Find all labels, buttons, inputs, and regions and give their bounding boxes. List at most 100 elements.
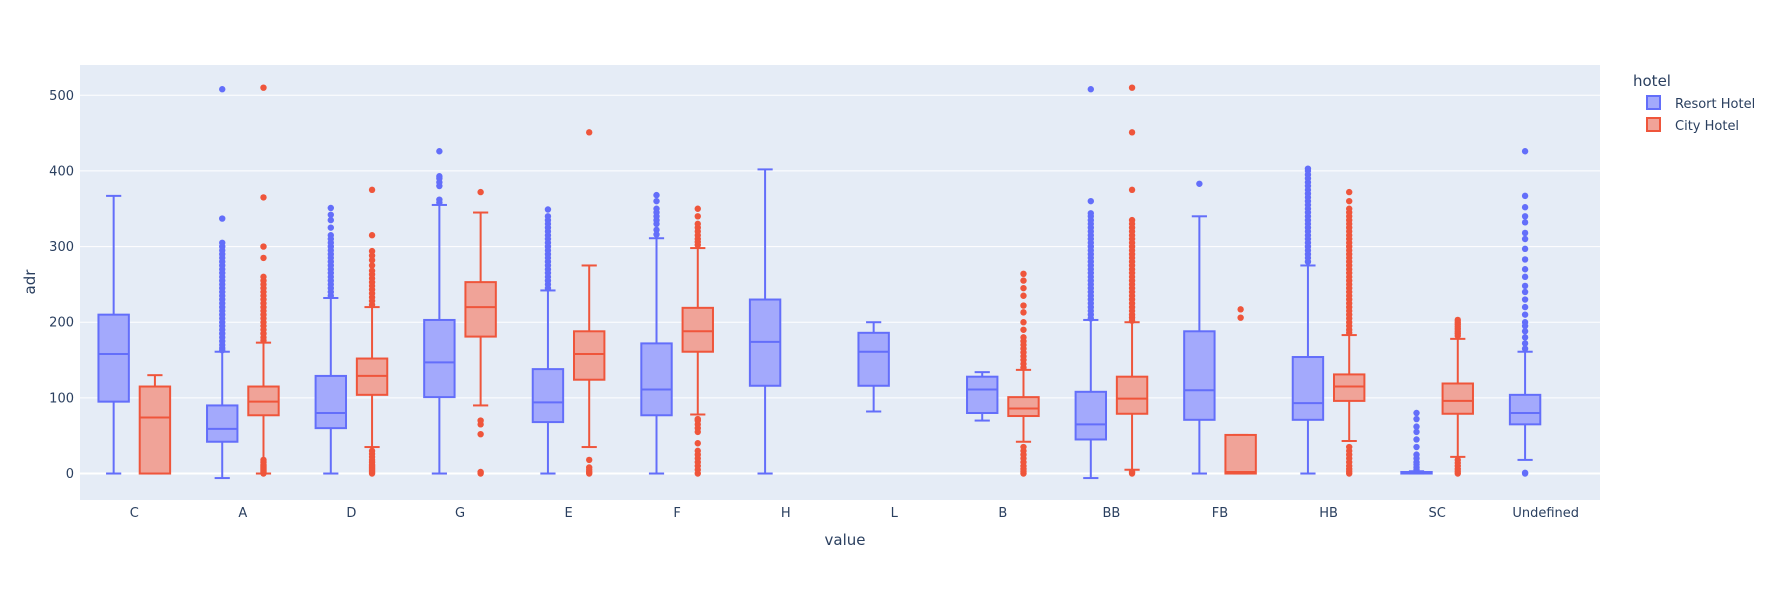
x-tick-label: F (673, 506, 680, 521)
box-iqr (1224, 433, 1257, 475)
outlier-point (1521, 340, 1529, 347)
box-iqr (1333, 373, 1366, 402)
box-iqr (966, 375, 999, 414)
box-city-hotel-hb (1333, 188, 1366, 477)
box-iqr (857, 331, 890, 387)
y-tick-label: 400 (49, 164, 74, 179)
outlier-point (1521, 328, 1529, 335)
x-tick-label: C (130, 506, 139, 521)
outlier-point (1020, 309, 1027, 316)
outlier-point (694, 447, 701, 455)
y-tick-label: 100 (49, 391, 74, 406)
legend: hotel Resort Hotel City Hotel (1633, 72, 1755, 134)
outlier-point (1020, 302, 1027, 309)
legend-swatch-city-hotel (1646, 117, 1661, 132)
outlier-point (1020, 319, 1027, 326)
outlier-point (1087, 86, 1095, 93)
outlier-point (653, 197, 660, 205)
box-iqr (531, 368, 565, 424)
y-axis-ticks: 0 100 200 300 400 500 (49, 89, 74, 482)
x-tick-label: B (998, 506, 1007, 521)
outlier-point (1346, 205, 1353, 212)
box-iqr (573, 330, 606, 381)
outlier-point (544, 213, 552, 220)
outlier-point (1413, 436, 1420, 443)
outlier-point (653, 226, 660, 234)
x-tick-label: BB (1103, 506, 1121, 521)
outlier-point (477, 430, 484, 438)
box-city-hotel-g (464, 188, 497, 477)
outlier-point (368, 252, 376, 259)
box-resort-hotel-hb (1291, 165, 1325, 475)
box-resort-hotel-b (966, 371, 999, 422)
outlier-point (368, 247, 376, 255)
outlier-point (1413, 443, 1420, 451)
outlier-point (1128, 84, 1136, 91)
box-iqr (138, 385, 172, 475)
outlier-point (1521, 296, 1529, 303)
outlier-point (368, 232, 376, 239)
y-tick-label: 0 (66, 467, 74, 482)
box-iqr (97, 313, 130, 403)
legend-item-resort-hotel[interactable]: Resort Hotel (1646, 95, 1755, 112)
outlier-point (436, 148, 443, 155)
box-resort-hotel-f (640, 191, 673, 475)
box-city-hotel-e (573, 129, 606, 477)
outlier-point (260, 254, 267, 262)
outlier-point (1521, 469, 1529, 476)
outlier-point (1521, 245, 1529, 253)
y-tick-label: 300 (49, 240, 74, 255)
outlier-point (1020, 292, 1027, 299)
outlier-point (694, 415, 701, 423)
outlier-point (1413, 409, 1420, 417)
box-city-hotel-bb (1115, 84, 1149, 477)
outlier-point (1346, 443, 1353, 451)
box-iqr (1291, 356, 1325, 421)
outlier-point (260, 243, 267, 250)
box-city-hotel-d (355, 186, 389, 477)
outlier-point (1020, 270, 1027, 277)
x-tick-label: H (781, 506, 791, 521)
box-iqr (423, 318, 456, 399)
plot-background (80, 65, 1600, 500)
x-axis-ticks: C A D G E F H L B BB FB HB SC Undefined (130, 506, 1579, 521)
box-resort-hotel-bb (1074, 86, 1107, 480)
y-axis-title: adr (21, 269, 39, 295)
outlier-point (1413, 451, 1420, 458)
outlier-point (1521, 345, 1529, 352)
outlier-point (1413, 423, 1420, 430)
outlier-point (694, 440, 701, 447)
box-iqr (1007, 396, 1040, 418)
x-axis-title: value (825, 531, 866, 549)
outlier-point (1521, 148, 1529, 155)
outlier-point (586, 129, 593, 136)
outlier-point (1020, 443, 1027, 451)
outlier-point (260, 273, 267, 281)
outlier-point (586, 456, 593, 464)
box-resort-hotel-undefined (1508, 148, 1542, 477)
outlier-point (368, 256, 376, 264)
outlier-point (1521, 303, 1529, 311)
outlier-point (1521, 311, 1529, 318)
box-resort-hotel-l (857, 321, 890, 413)
outlier-point (368, 186, 376, 194)
outlier-point (1521, 219, 1529, 226)
x-tick-label: D (346, 506, 356, 521)
outlier-point (1128, 129, 1136, 136)
outlier-point (1454, 316, 1461, 324)
outlier-point (1237, 314, 1244, 321)
box-city-hotel-fb (1224, 306, 1257, 475)
outlier-point (1521, 288, 1529, 296)
outlier-point (1521, 213, 1529, 220)
outlier-point (1413, 415, 1420, 423)
box-city-hotel-sc (1441, 316, 1474, 477)
box-resort-hotel-fb (1183, 180, 1216, 475)
x-tick-label: FB (1212, 506, 1228, 521)
outlier-point (1413, 428, 1420, 436)
outlier-point (694, 213, 701, 220)
outlier-point (219, 215, 226, 222)
x-tick-label: G (455, 506, 465, 521)
legend-item-city-hotel[interactable]: City Hotel (1646, 117, 1739, 134)
outlier-point (477, 468, 484, 476)
